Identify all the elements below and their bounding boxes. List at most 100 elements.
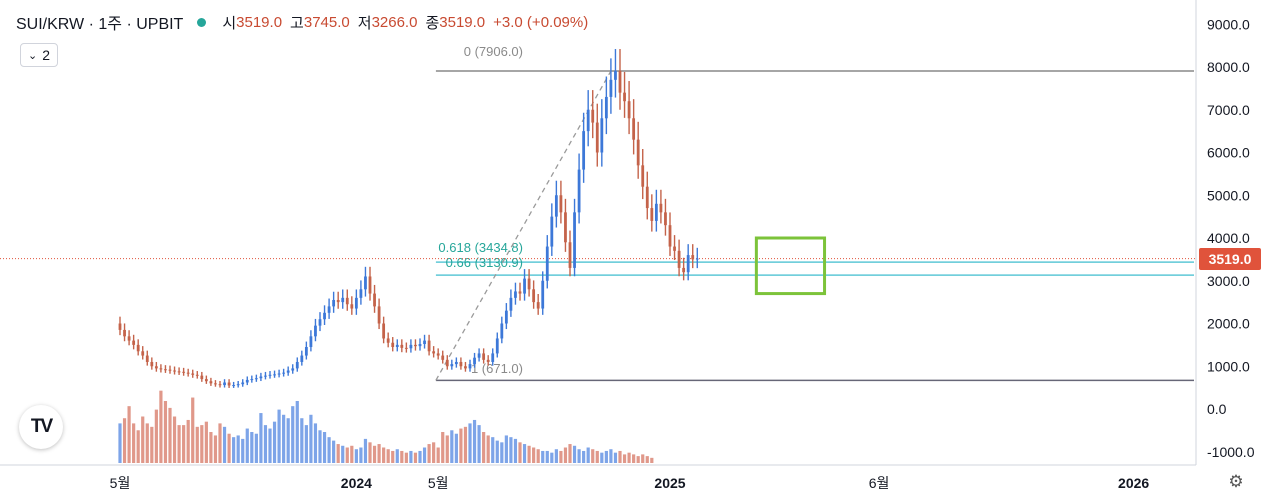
candle-body: [132, 340, 136, 345]
volume-bar: [504, 435, 508, 463]
candle: [236, 381, 240, 388]
candle: [191, 369, 195, 378]
candle-body: [195, 374, 199, 376]
volume-bar: [486, 435, 490, 463]
candle-body: [436, 353, 440, 356]
candle-body: [386, 338, 390, 343]
candle: [450, 359, 454, 370]
candle: [400, 339, 404, 353]
candle: [345, 289, 349, 311]
candle: [373, 284, 376, 313]
y-tick-label: 4000.0: [1207, 230, 1250, 246]
candle-body: [595, 122, 599, 153]
gear-icon[interactable]: ⚙: [1228, 472, 1244, 491]
volume-bar: [345, 447, 349, 463]
candle: [650, 194, 654, 232]
volume-bar: [409, 450, 413, 463]
candle: [327, 298, 331, 319]
candle: [523, 269, 526, 301]
candle: [336, 291, 340, 309]
candle: [500, 316, 504, 344]
candle: [264, 371, 267, 380]
candle: [559, 180, 563, 224]
candle: [568, 230, 572, 277]
x-tick-label: 2024: [341, 475, 372, 491]
volume-bar: [518, 442, 522, 463]
candle: [677, 239, 681, 277]
volume-bar: [254, 433, 258, 463]
candle: [204, 375, 208, 384]
collapse-indicators-button[interactable]: ⌄ 2: [20, 43, 58, 67]
candle-body: [291, 368, 295, 371]
y-tick-label: 6000.0: [1207, 145, 1250, 161]
volume-bar: [318, 430, 322, 463]
candle: [445, 355, 449, 370]
volume-bar: [604, 450, 608, 463]
volume-bars: [118, 390, 654, 463]
candle: [386, 332, 390, 348]
volume-bar: [500, 442, 504, 463]
logo-text: TV: [30, 416, 53, 437]
candle-body: [336, 299, 340, 303]
volume-bar: [550, 452, 554, 463]
candle-body: [404, 347, 408, 349]
candle: [477, 348, 481, 362]
candle-body: [673, 246, 676, 251]
volume-bar: [182, 425, 186, 463]
candle-body: [204, 379, 208, 382]
candle-body: [554, 195, 558, 217]
volume-bar: [332, 440, 336, 463]
candle: [382, 316, 386, 344]
candle-body: [650, 208, 654, 221]
candle: [195, 371, 199, 379]
candle-body: [118, 323, 122, 330]
candle-body: [191, 373, 195, 375]
candle: [554, 180, 558, 228]
volume-bar: [136, 430, 140, 463]
candle-body: [368, 276, 372, 294]
candle: [273, 370, 276, 378]
candle: [359, 280, 363, 305]
candle: [550, 203, 554, 256]
candle: [145, 350, 149, 366]
candle: [168, 365, 172, 374]
candle: [427, 334, 431, 356]
volume-bar: [636, 456, 640, 463]
candle: [223, 379, 226, 388]
volume-bar: [336, 444, 340, 463]
volume-bar: [122, 418, 127, 463]
candle: [209, 377, 213, 386]
volume-bar: [209, 432, 213, 463]
candle: [609, 58, 613, 114]
trend-line: [435, 70, 612, 381]
candle-body: [323, 312, 326, 320]
candle: [136, 339, 140, 356]
candle: [564, 198, 567, 252]
candle-body: [568, 242, 572, 268]
candle-body: [423, 340, 426, 345]
volume-bar: [413, 452, 418, 463]
candle-body: [327, 306, 331, 313]
candle: [604, 76, 608, 135]
candle: [404, 342, 408, 353]
candle: [532, 280, 536, 309]
volume-bar: [445, 435, 449, 463]
candle-body: [441, 355, 445, 360]
volume-bar: [582, 450, 586, 463]
volume-bar: [218, 423, 222, 463]
candle: [218, 381, 222, 388]
tradingview-logo[interactable]: TV: [19, 405, 63, 449]
volume-bar: [522, 444, 527, 463]
x-tick-label: 2026: [1118, 475, 1149, 491]
candle: [127, 330, 131, 346]
y-tick-label: 2000.0: [1207, 316, 1250, 332]
candle: [332, 291, 336, 313]
candle-body: [527, 278, 531, 290]
candle: [636, 121, 640, 179]
candle-body: [295, 361, 299, 369]
candle: [504, 303, 508, 330]
candle-body: [200, 375, 204, 380]
candle: [323, 305, 326, 325]
candle: [391, 337, 395, 352]
